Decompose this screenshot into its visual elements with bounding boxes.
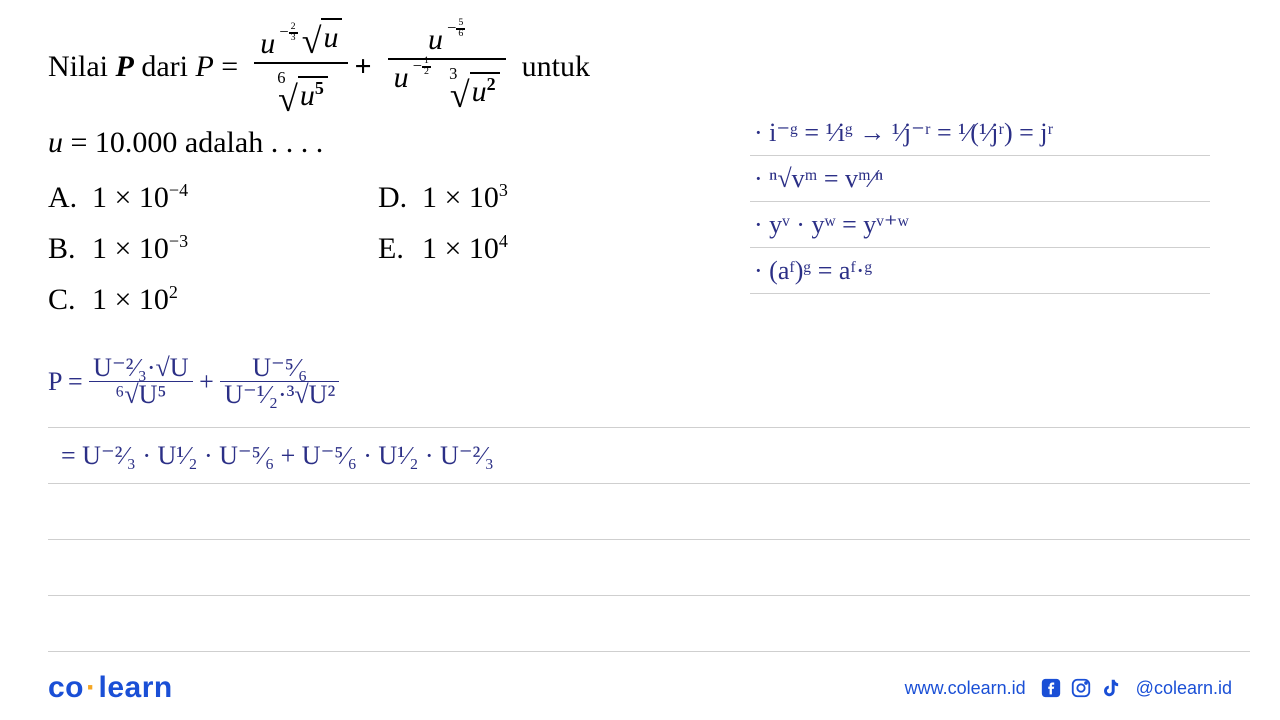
tiktok-icon xyxy=(1100,677,1122,699)
problem-prefix: Nilai P dari P = xyxy=(48,44,238,89)
footer: co·learn www.colearn.id @colearn.id xyxy=(0,666,1280,710)
footer-url: www.colearn.id xyxy=(905,678,1026,699)
rule-1: · i⁻ᵍ = ¹∕iᵍ → ¹∕j⁻ʳ = ¹∕(¹∕jʳ) = jʳ xyxy=(750,110,1210,156)
worksheet-lines: P = U⁻²∕₃·√U ⁶√U⁵ + U⁻⁵∕₆ U⁻¹∕₂·³√U² = U… xyxy=(48,336,1250,652)
facebook-icon xyxy=(1040,677,1062,699)
word-untuk: untuk xyxy=(522,44,590,89)
option-b: B. 1 × 10−3 xyxy=(48,226,348,271)
instagram-icon xyxy=(1070,677,1092,699)
option-d: D. 1 × 103 xyxy=(378,175,678,220)
work-line-1: P = U⁻²∕₃·√U ⁶√U⁵ + U⁻⁵∕₆ U⁻¹∕₂·³√U² xyxy=(48,336,1250,428)
work-line-4 xyxy=(48,540,1250,596)
work-line-5 xyxy=(48,596,1250,652)
option-a: A. 1 × 10−4 xyxy=(48,175,348,220)
brand-logo: co·learn xyxy=(48,671,173,705)
rule-3: · yᵛ · yʷ = yᵛ⁺ʷ xyxy=(750,202,1210,248)
option-c: C. 1 × 102 xyxy=(48,277,348,322)
footer-handle: @colearn.id xyxy=(1136,678,1232,699)
work-line-2: = U⁻²∕₃ · U¹∕₂ · U⁻⁵∕₆ + U⁻⁵∕₆ · U¹∕₂ · … xyxy=(48,428,1250,484)
rule-4: · (aᶠ)ᵍ = aᶠ·ᵍ xyxy=(750,248,1210,294)
rule-2: · ⁿ√vᵐ = vᵐ∕ⁿ xyxy=(750,156,1210,202)
option-e: E. 1 × 104 xyxy=(378,226,678,271)
exponent-rules: · i⁻ᵍ = ¹∕iᵍ → ¹∕j⁻ʳ = ¹∕(¹∕jʳ) = jʳ · ⁿ… xyxy=(750,110,1210,294)
plus-sign: + xyxy=(354,44,371,89)
work-line-3 xyxy=(48,484,1250,540)
social-icons xyxy=(1040,677,1122,699)
fraction-1: u −23 √u 6 √ u5 xyxy=(254,18,348,114)
fraction-2: u −56 u −12 3 √ u2 xyxy=(388,22,506,110)
